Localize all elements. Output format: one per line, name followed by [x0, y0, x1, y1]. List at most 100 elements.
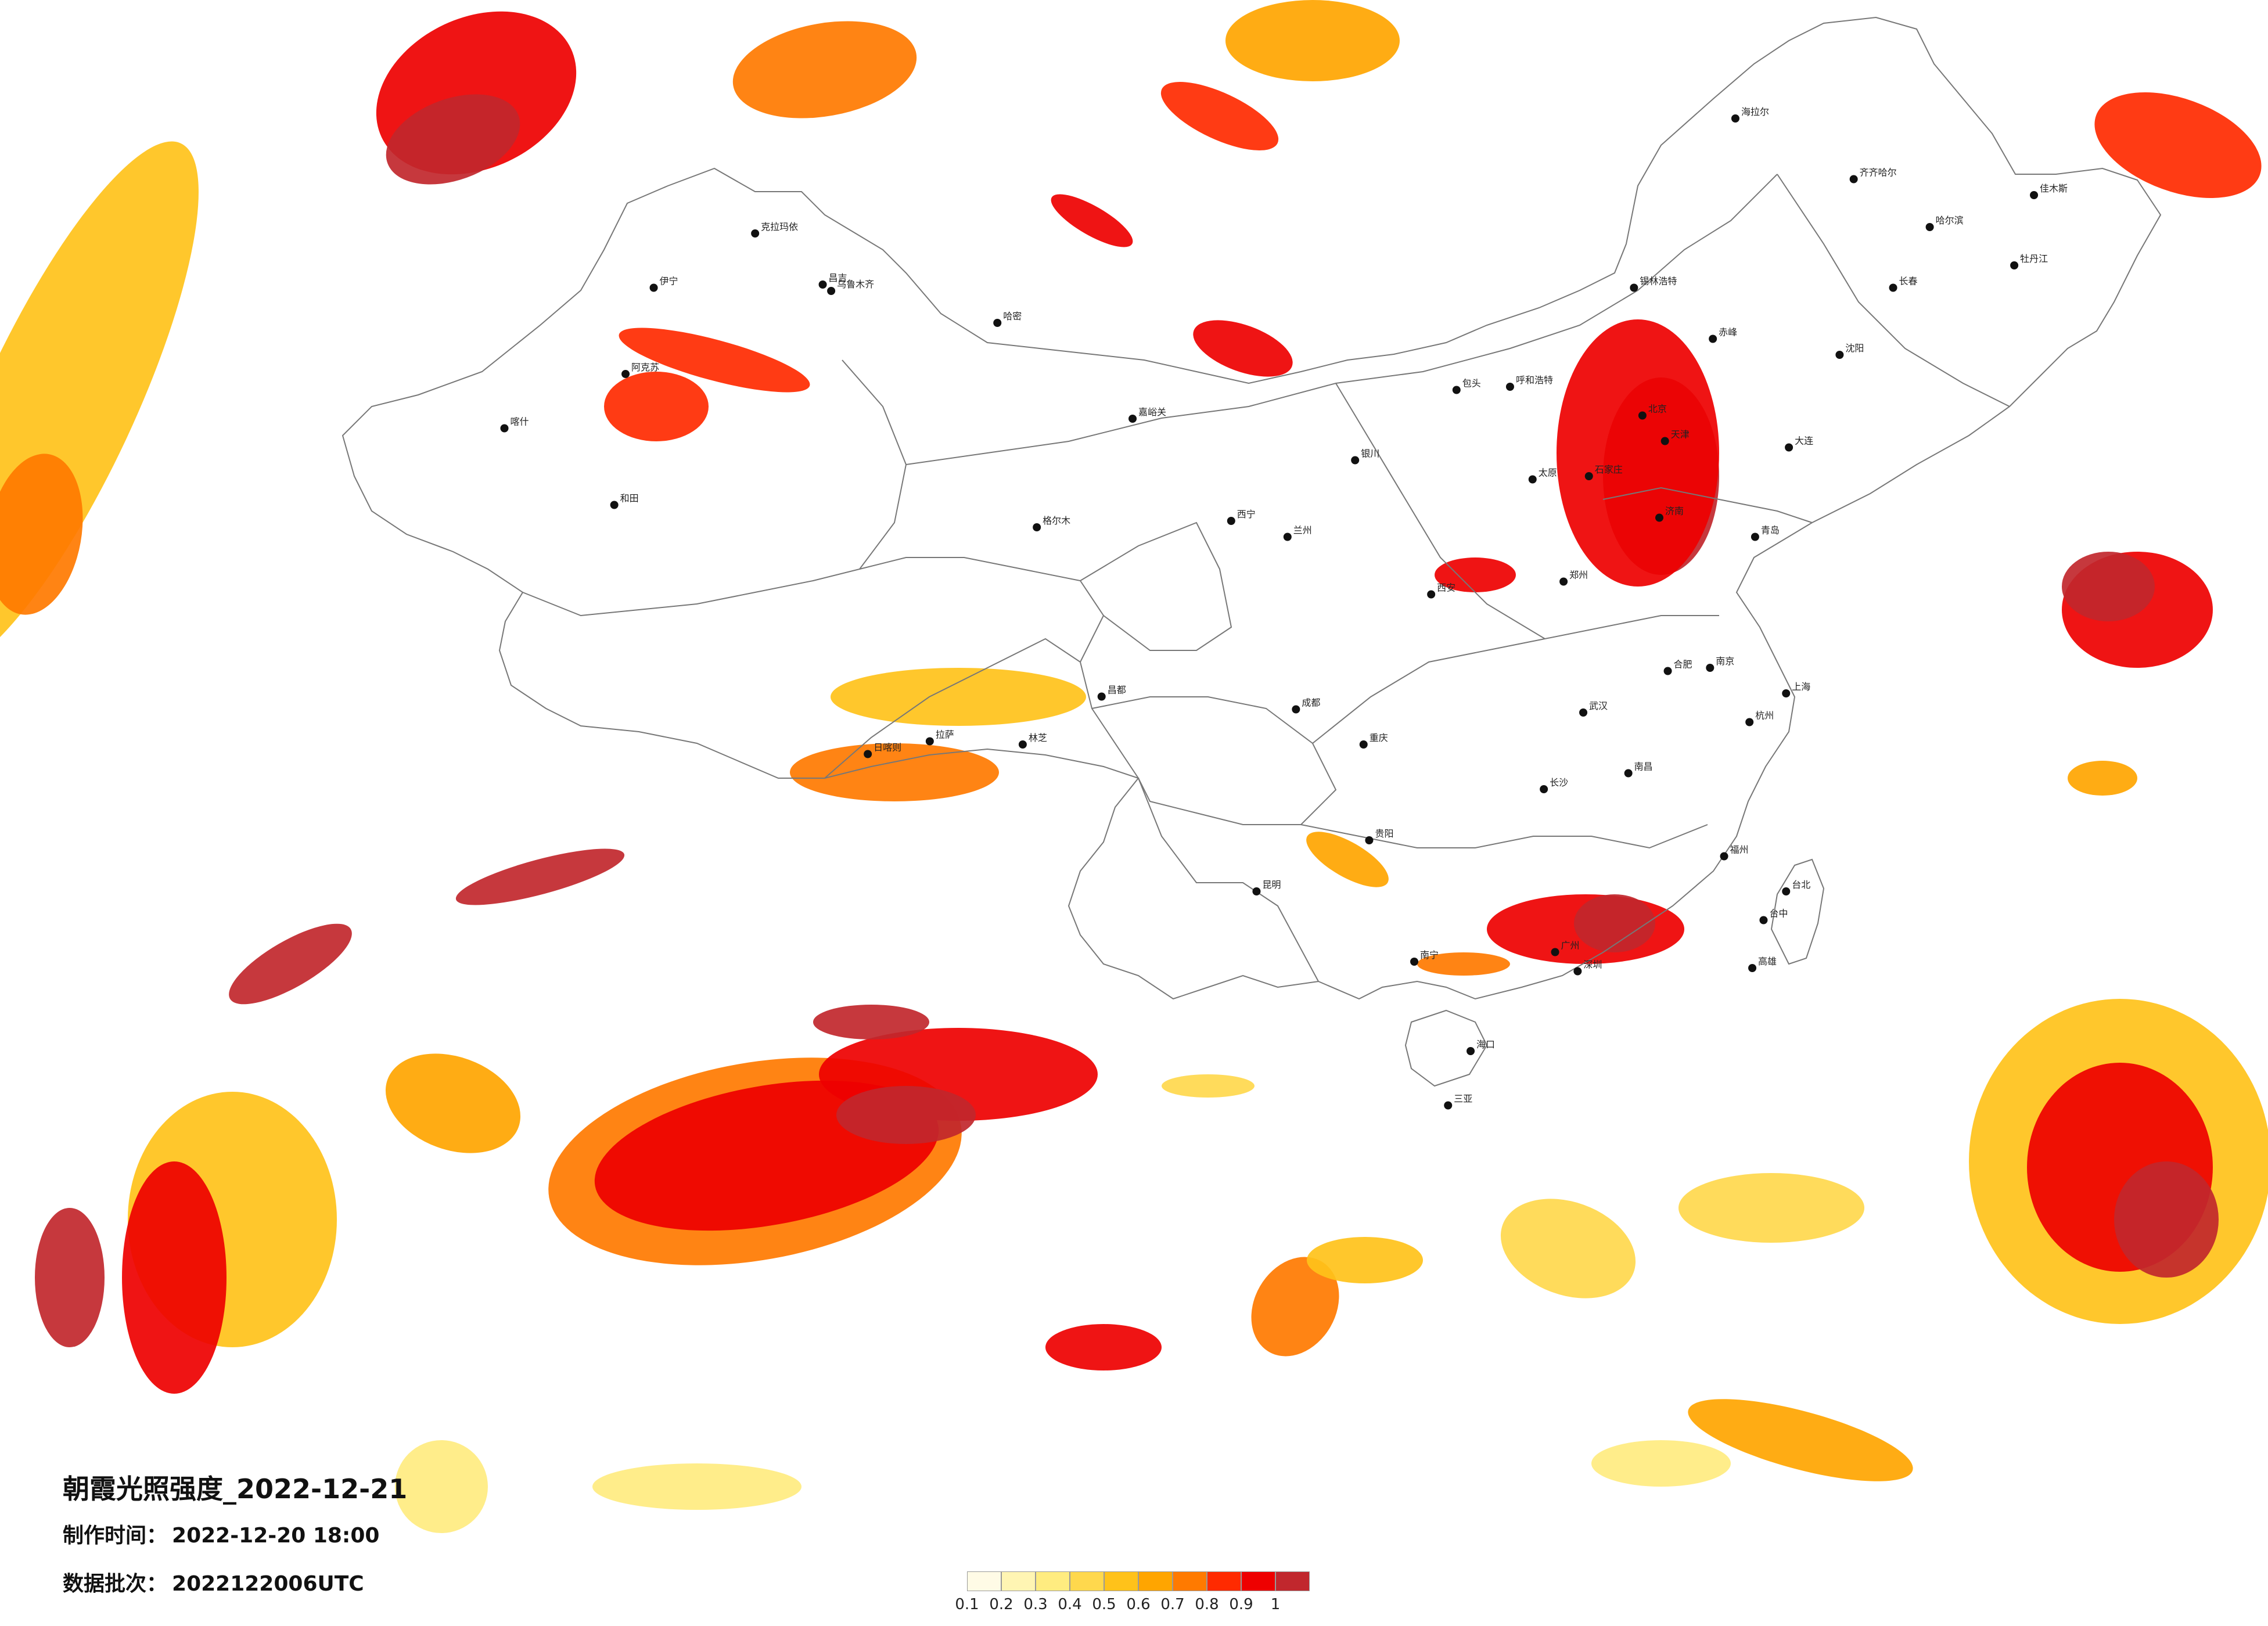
city-label: 长沙 [1550, 777, 1568, 788]
glow-blob [2068, 761, 2137, 796]
legend-swatch [1173, 1571, 1207, 1591]
city-dot [1410, 958, 1419, 966]
city-dot [1283, 533, 1292, 541]
city-label: 呼和浩特 [1516, 375, 1553, 386]
city-label: 哈尔滨 [1936, 215, 1964, 226]
city-label: 格尔木 [1043, 515, 1070, 526]
city-label: 日喀则 [874, 742, 901, 753]
city-dot [1351, 456, 1360, 465]
glow-blob [2114, 1161, 2219, 1278]
city-label: 成都 [1302, 697, 1320, 708]
boundary-inner-mongolia [905, 174, 1778, 465]
batch-value: 2022122006UTC [172, 1572, 364, 1596]
city-label: 兰州 [1293, 525, 1312, 536]
city-label: 林芝 [1029, 732, 1047, 743]
city-dot [1292, 705, 1300, 714]
legend-swatch [1241, 1571, 1275, 1591]
legend-tick-label: 0.1 [955, 1596, 979, 1613]
batch-label: 数据批次： [63, 1572, 168, 1596]
glow-blob [790, 743, 999, 801]
city-label: 南昌 [1634, 761, 1653, 772]
glow-blob [1688, 1399, 1913, 1481]
city-label: 昆明 [1262, 879, 1281, 890]
legend-tick-label: 0.7 [1160, 1596, 1185, 1613]
map-title: 朝霞光照强度_2022-12-21 [63, 1473, 408, 1505]
glow-blob [1557, 319, 1719, 587]
boundary-qinghai [859, 557, 1105, 663]
legend-swatch [1036, 1571, 1070, 1591]
city-label: 广州 [1561, 940, 1580, 951]
city-label: 深圳 [1583, 959, 1602, 970]
glow-blob [229, 923, 352, 1005]
legend-swatch [1001, 1571, 1036, 1591]
city-dot [925, 737, 934, 746]
city-label: 包头 [1462, 378, 1481, 389]
glow-blob [1306, 832, 1389, 887]
city-dot [1365, 836, 1374, 844]
city-dot [1745, 718, 1754, 726]
city-dot [1638, 411, 1647, 420]
city-label: 天津 [1671, 429, 1690, 440]
city-label: 喀什 [511, 416, 529, 427]
city-dot [1889, 283, 1897, 292]
city-dot [1579, 708, 1588, 717]
city-label: 哈密 [1003, 311, 1022, 322]
city-dot [1748, 964, 1757, 972]
city-dot [1033, 523, 1041, 531]
glow-heat-layer [0, 0, 2268, 1533]
glow-blob [1500, 1199, 1636, 1298]
glow-blob [455, 848, 625, 905]
boundary-northeast [1777, 174, 2010, 407]
city-dot [2010, 261, 2019, 269]
legend-ticks: 0.1 0.2 0.3 0.4 0.5 0.6 0.7 0.8 0.9 1 [950, 1596, 1333, 1619]
city-label: 台中 [1769, 908, 1788, 919]
city-label: 赤峰 [1719, 327, 1737, 338]
city-label: 银川 [1361, 448, 1379, 459]
city-label: 台北 [1792, 879, 1810, 890]
city-label: 佳木斯 [2040, 183, 2068, 194]
city-label: 北京 [1648, 404, 1667, 415]
city-label: 武汉 [1589, 700, 1608, 711]
city-dot [1782, 689, 1791, 697]
glow-blob [592, 1463, 801, 1510]
city-dot [1849, 175, 1858, 184]
boundary-south [1300, 824, 1708, 849]
city-label: 乌鲁木齐 [837, 279, 874, 290]
legend-tick-label: 0.8 [1195, 1596, 1219, 1613]
made-time-label: 制作时间： [63, 1524, 168, 1548]
city-dot [1782, 887, 1791, 895]
glow-blob [0, 141, 199, 672]
city-dot [864, 750, 872, 758]
city-dot [1559, 577, 1568, 586]
legend-tick-label: 0.2 [989, 1596, 1013, 1613]
glow-blob [385, 1053, 521, 1153]
city-dot [1227, 517, 1235, 525]
glow-blob [813, 1005, 929, 1039]
glow-blob [1435, 557, 1516, 592]
city-dot [1720, 852, 1728, 861]
glow-blob [1160, 82, 1279, 150]
city-label: 沈阳 [1845, 343, 1864, 354]
boundary-sichuan [1091, 696, 1337, 825]
glow-blob [1574, 894, 1655, 952]
city-dot [1759, 916, 1768, 924]
city-label: 阿克苏 [631, 362, 659, 373]
city-label: 昌吉 [829, 272, 847, 283]
legend-swatch [1207, 1571, 1241, 1591]
boundary-tibet [824, 638, 1139, 779]
boundary-yunnan [1138, 778, 1319, 982]
city-dot [500, 424, 509, 433]
city-label: 锡林浩特 [1640, 276, 1677, 287]
city-label: 大连 [1795, 436, 1813, 447]
city-dot [1427, 590, 1436, 599]
city-dot [610, 501, 619, 509]
city-dot [1452, 386, 1461, 394]
boundary-xinjiang [522, 359, 907, 617]
legend-tick-label: 1 [1270, 1596, 1281, 1613]
glow-blob [1251, 1257, 1339, 1357]
city-dot [1505, 383, 1514, 391]
city-dot [1128, 415, 1137, 423]
glow-blob [1045, 1324, 1162, 1370]
